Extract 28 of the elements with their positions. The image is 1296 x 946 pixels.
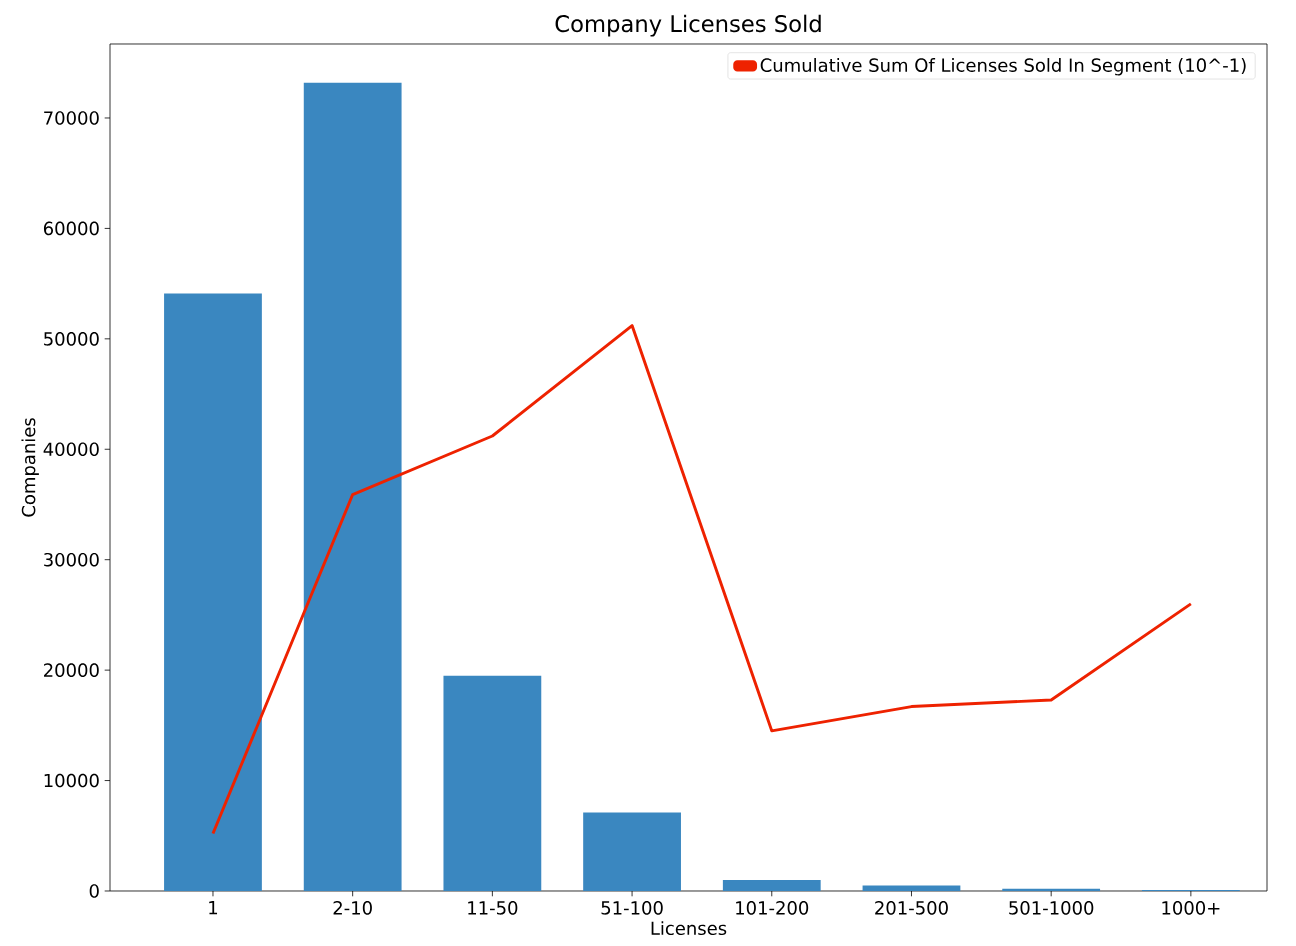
x-tick-label: 11-50 — [468, 901, 518, 915]
x-axis-title: Licenses — [651, 921, 727, 936]
x-tick-label: 201-500 — [875, 901, 948, 915]
x-tick-label: 2-10 — [333, 901, 372, 915]
y-tick-label: 60000 — [43, 221, 99, 236]
x-tick-label: 501-1000 — [1009, 901, 1094, 915]
bar — [443, 675, 542, 891]
bar — [303, 82, 402, 891]
legend-label: Cumulative Sum Of Licenses Sold In Segment (10^-1) — [760, 58, 1246, 76]
x-tick-label: 1000+ — [1162, 901, 1220, 915]
x-tick-label: 51-100 — [601, 901, 663, 915]
y-tick-label: 70000 — [44, 111, 99, 125]
bar — [862, 885, 961, 891]
y-axis-title: Companies — [21, 418, 39, 517]
y-tick-label: 10000 — [44, 773, 99, 788]
y-tick-label: 20000 — [44, 663, 99, 677]
y-tick-label: 40000 — [43, 442, 99, 457]
bar — [722, 879, 821, 891]
x-tick-label: 101-200 — [736, 901, 809, 915]
x-tick-label: 1 — [209, 901, 218, 915]
bar — [583, 812, 681, 891]
line-series — [211, 324, 1193, 836]
chart-title: Company Licenses Sold — [555, 14, 821, 37]
y-tick-label: 50000 — [44, 332, 99, 346]
bar — [164, 293, 262, 891]
bar — [1002, 888, 1101, 891]
y-tick-label: 30000 — [44, 552, 99, 567]
y-tick-label: 0 — [89, 884, 99, 898]
